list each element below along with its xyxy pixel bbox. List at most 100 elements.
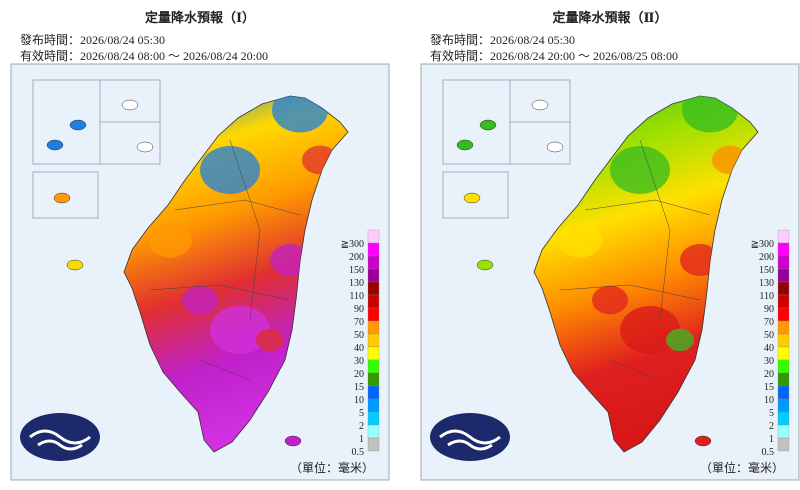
issue-time: 發布時間：2026/08/24 05:30 bbox=[430, 32, 575, 47]
island bbox=[66, 259, 84, 271]
legend-label: 5 bbox=[359, 408, 364, 419]
legend-label: 10 bbox=[354, 395, 364, 406]
county-border bbox=[584, 199, 711, 216]
legend-label: 40 bbox=[764, 343, 774, 354]
county-border bbox=[559, 284, 701, 301]
legend-label: 2 bbox=[359, 421, 364, 432]
rain-area bbox=[148, 222, 192, 258]
island bbox=[479, 119, 497, 131]
legend-label: 50 bbox=[764, 330, 774, 341]
rain-area bbox=[210, 306, 270, 354]
legend-label: 130 bbox=[759, 278, 774, 289]
county-border bbox=[639, 139, 671, 321]
legend-swatch bbox=[367, 372, 380, 387]
legend-swatch bbox=[367, 255, 380, 270]
legend-label: 110 bbox=[349, 291, 364, 302]
legend-label: 0.5 bbox=[352, 447, 365, 458]
island bbox=[136, 141, 154, 153]
island bbox=[121, 99, 139, 111]
legend-label: ≧300 bbox=[341, 239, 364, 250]
island bbox=[284, 435, 302, 447]
rain-area bbox=[256, 328, 284, 352]
legend-swatch bbox=[367, 281, 380, 296]
island bbox=[694, 435, 712, 447]
legend-label: 90 bbox=[354, 304, 364, 315]
legend-label: 15 bbox=[764, 382, 774, 393]
legend-label: 200 bbox=[349, 252, 364, 263]
legend-label: 15 bbox=[354, 382, 364, 393]
legend-swatch bbox=[367, 307, 380, 322]
legend-label: 30 bbox=[764, 356, 774, 367]
legend-swatch bbox=[367, 359, 380, 374]
legend-label: 1 bbox=[359, 434, 364, 445]
issue-time: 發布時間：2026/08/24 05:30 bbox=[20, 32, 165, 47]
legend-swatch bbox=[367, 229, 380, 244]
panel-title: 定量降水預報（Ⅱ） bbox=[552, 10, 668, 25]
legend-label: 30 bbox=[354, 356, 364, 367]
island bbox=[476, 259, 494, 271]
legend-swatch bbox=[777, 255, 790, 270]
rain-area bbox=[200, 146, 260, 194]
legend-swatch bbox=[367, 294, 380, 309]
island bbox=[531, 99, 549, 111]
county-border bbox=[174, 199, 301, 216]
panel-title: 定量降水預報（Ⅰ） bbox=[144, 10, 255, 25]
legend-swatch bbox=[777, 242, 790, 257]
island bbox=[456, 139, 474, 151]
legend-label: 10 bbox=[764, 395, 774, 406]
county-border bbox=[149, 284, 291, 301]
unit-label: （單位：毫米） bbox=[700, 460, 784, 475]
legend-swatch bbox=[777, 437, 790, 452]
legend-swatch bbox=[367, 333, 380, 348]
rain-blobs bbox=[558, 96, 748, 354]
island bbox=[69, 119, 87, 131]
legend-swatch bbox=[777, 281, 790, 296]
map-panel: 定量降水預報（Ⅰ） 發布時間：2026/08/24 05:30有效時間：2026/… bbox=[10, 10, 390, 481]
legend-swatch bbox=[777, 333, 790, 348]
valid-time: 有效時間：2026/08/24 08:00 ～ 2026/08/24 20:00 bbox=[20, 48, 268, 63]
legend-swatch bbox=[777, 346, 790, 361]
legend-swatch bbox=[777, 411, 790, 426]
legend-swatch bbox=[777, 398, 790, 413]
legend-label: 5 bbox=[769, 408, 774, 419]
legend-label: 20 bbox=[764, 369, 774, 380]
legend-swatch bbox=[367, 346, 380, 361]
county-border bbox=[229, 139, 261, 321]
map-panel: 定量降水預報（Ⅱ） 發布時間：2026/08/24 05:30有效時間：2026/… bbox=[420, 10, 800, 481]
legend-swatch bbox=[777, 294, 790, 309]
legend-label: 70 bbox=[354, 317, 364, 328]
legend-label: 200 bbox=[759, 252, 774, 263]
legend-label: ≧300 bbox=[751, 239, 774, 250]
legend-swatch bbox=[367, 385, 380, 400]
island bbox=[46, 139, 64, 151]
county-border bbox=[199, 359, 251, 381]
legend-label: 150 bbox=[349, 265, 364, 276]
legend-swatch bbox=[367, 398, 380, 413]
legend-swatch bbox=[367, 320, 380, 335]
island bbox=[53, 192, 71, 204]
legend-swatch bbox=[777, 385, 790, 400]
legend-swatch bbox=[367, 424, 380, 439]
legend-label: 110 bbox=[759, 291, 774, 302]
legend-swatch bbox=[777, 424, 790, 439]
legend-label: 0.5 bbox=[762, 447, 775, 458]
logo-swirl bbox=[439, 429, 501, 451]
rain-area bbox=[182, 285, 218, 315]
legend-label: 1 bbox=[769, 434, 774, 445]
legend-label: 40 bbox=[354, 343, 364, 354]
legend-label: 150 bbox=[759, 265, 774, 276]
rain-area bbox=[620, 306, 680, 354]
legend-swatch bbox=[367, 437, 380, 452]
legend-label: 70 bbox=[764, 317, 774, 328]
rain-area bbox=[666, 328, 694, 352]
legend-swatch bbox=[367, 242, 380, 257]
legend-label: 50 bbox=[354, 330, 364, 341]
unit-label: （單位：毫米） bbox=[290, 460, 374, 475]
legend-label: 130 bbox=[349, 278, 364, 289]
logo-swirl bbox=[29, 429, 91, 451]
legend-swatch bbox=[777, 320, 790, 335]
legend-swatch bbox=[777, 372, 790, 387]
island bbox=[546, 141, 564, 153]
legend-swatch bbox=[777, 229, 790, 244]
